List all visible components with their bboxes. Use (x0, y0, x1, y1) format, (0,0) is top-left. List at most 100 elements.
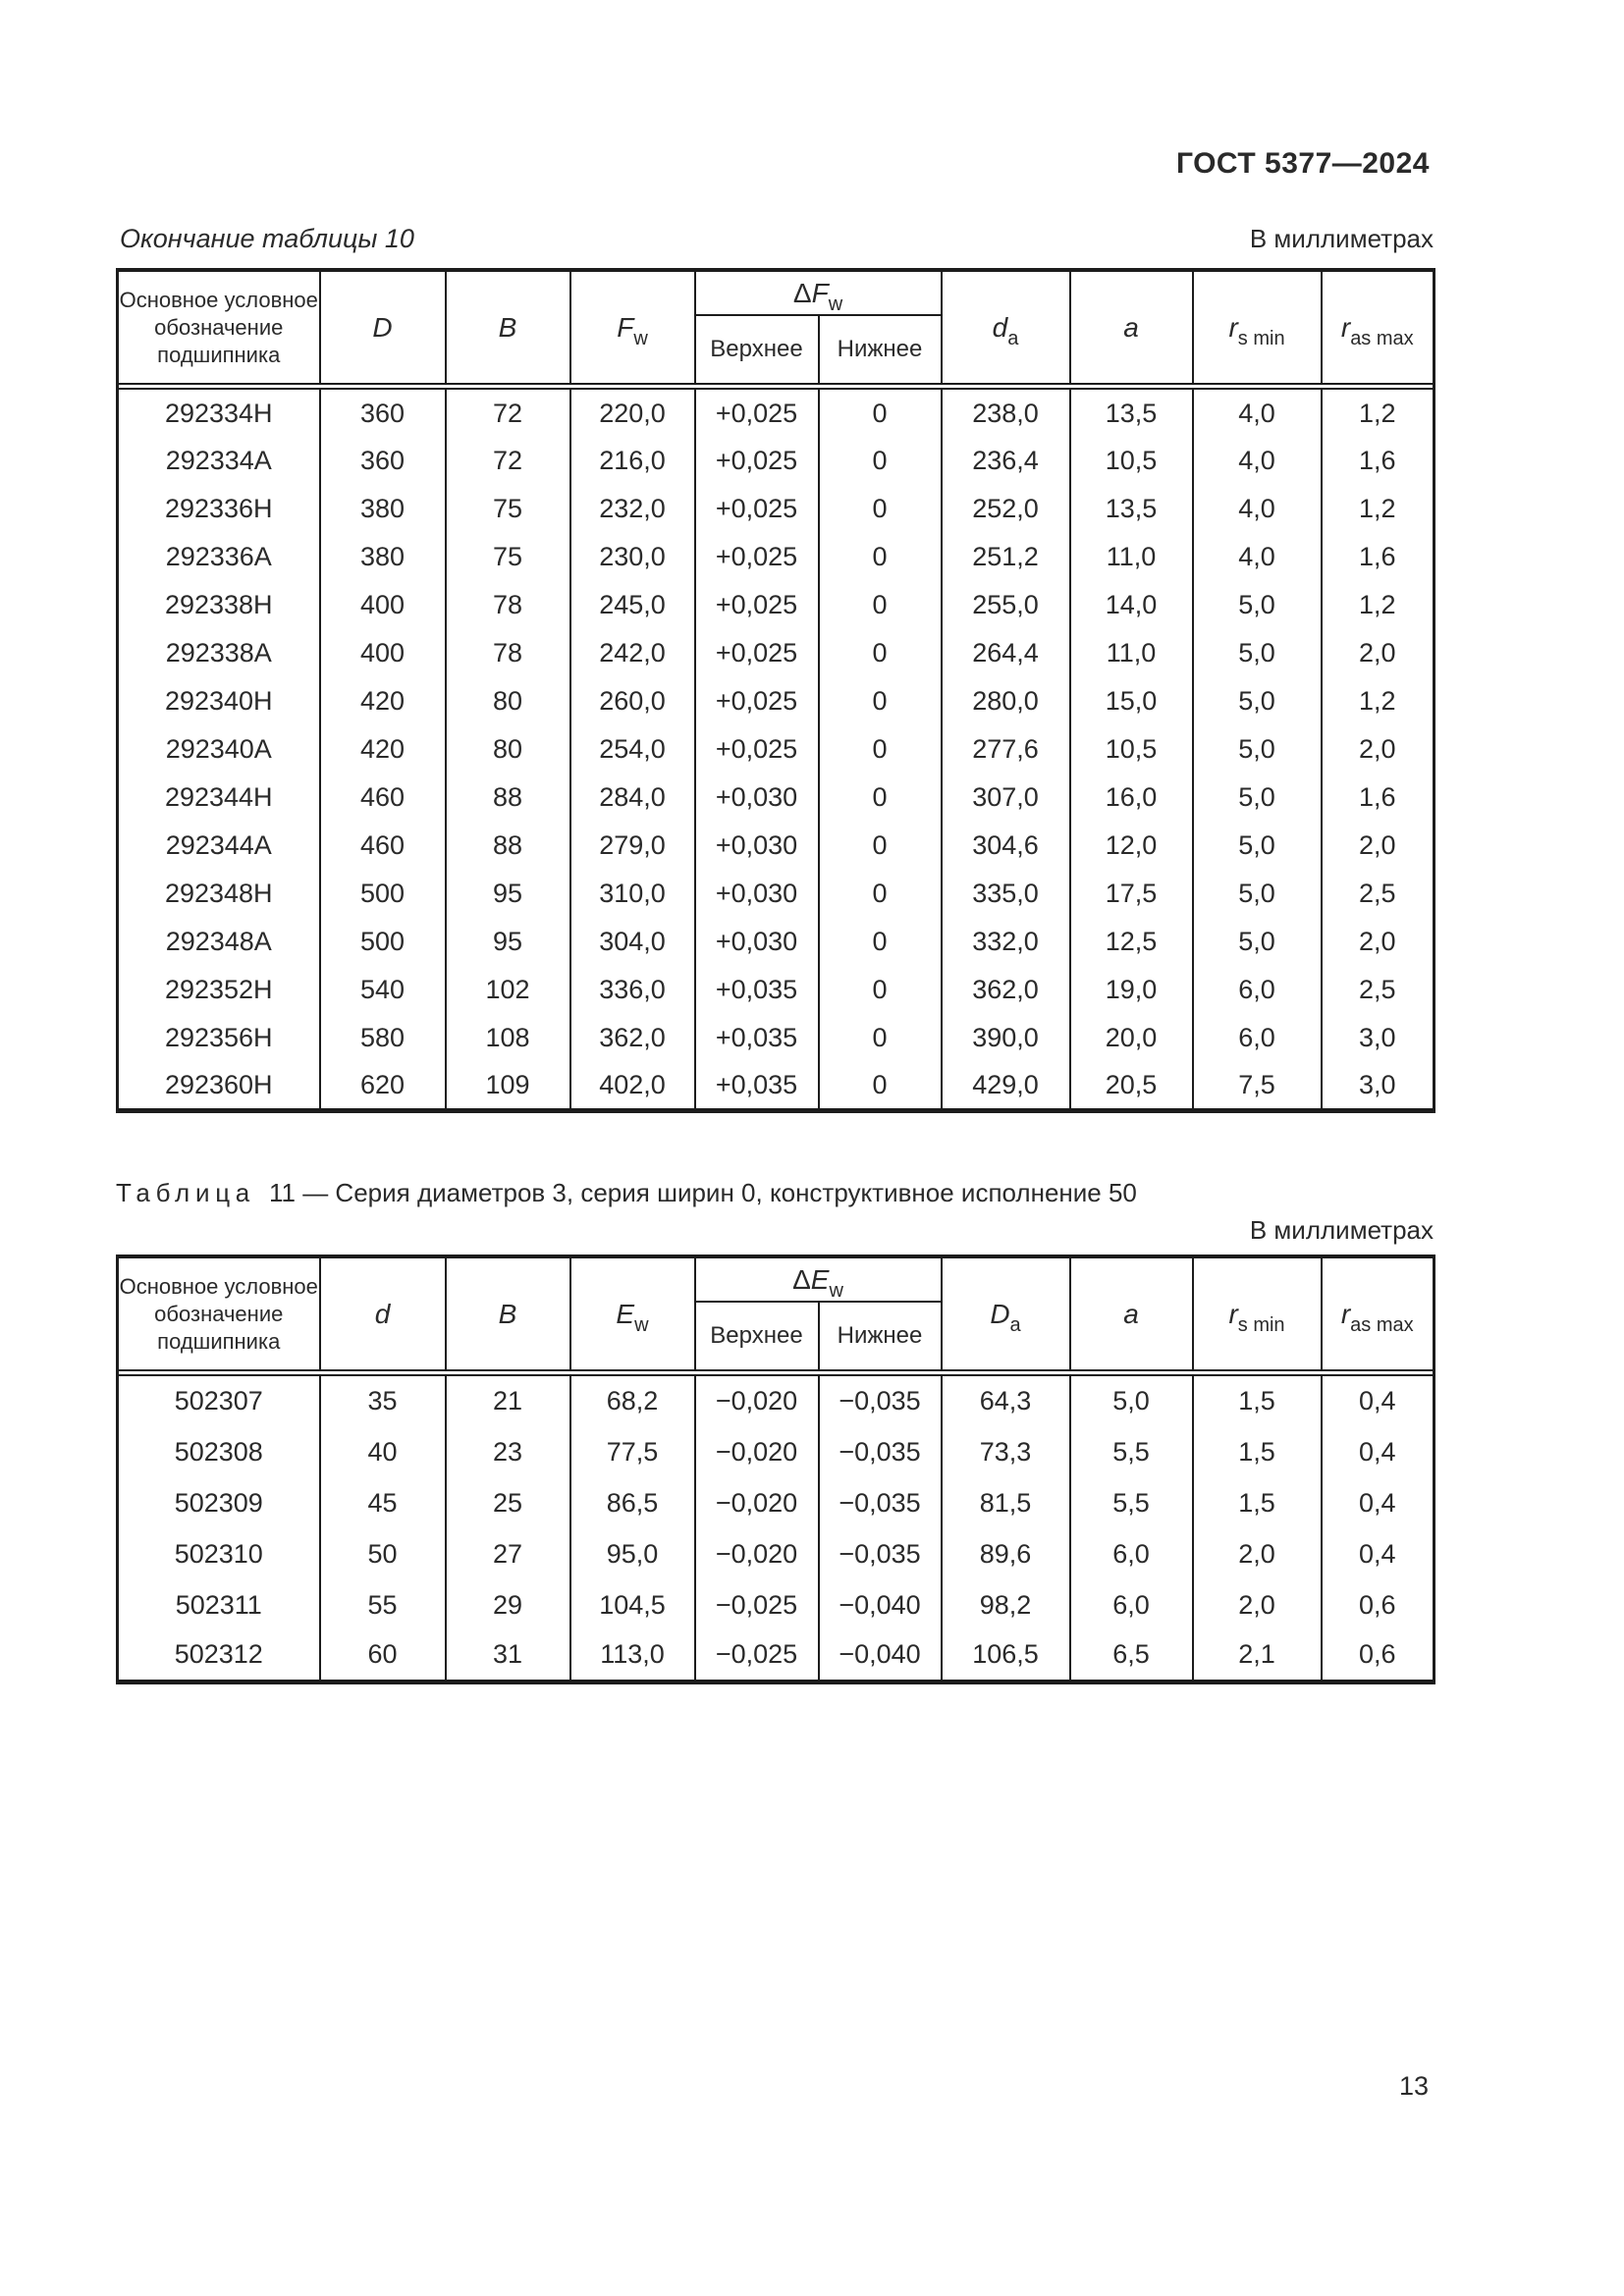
table-cell: 5,0 (1191, 725, 1323, 774)
column-header-designation: Основное условное обозначение подшипника (116, 270, 321, 385)
tolerance-lower-header: Нижнее (817, 315, 943, 385)
column-header-delta-Ew: ΔEw (693, 1256, 943, 1303)
table-row: 292334А 360 72 216,0 +0,025 0 236,4 10,5 4,0 1,6 (116, 437, 1435, 485)
table-row: 292360Н 620 109 402,0 +0,035 0 429,0 20,5 7,5 3,0 (116, 1062, 1435, 1110)
column-header-da: da (940, 270, 1071, 385)
table-cell: 362,0 (568, 1014, 696, 1062)
table-cell: −0,020 (693, 1375, 820, 1426)
table-cell: −0,035 (817, 1375, 943, 1426)
table-cell: +0,030 (693, 822, 820, 870)
table-cell: 502310 (116, 1528, 321, 1579)
table-cell: 88 (444, 822, 571, 870)
symbol-Ew: E (616, 1298, 635, 1329)
table-cell: 500 (318, 918, 447, 966)
page-number: 13 (1398, 2071, 1429, 2101)
table-cell: 0 (817, 437, 943, 485)
table-cell: 245,0 (568, 581, 696, 629)
table-cell: 20,5 (1068, 1062, 1194, 1110)
table-cell: 25 (444, 1477, 571, 1528)
column-header-designation: Основное условное обозначение подшипника (116, 1256, 321, 1371)
table-cell: 502312 (116, 1630, 321, 1682)
table-cell: 429,0 (940, 1062, 1071, 1110)
column-header-rs-min: rs min (1191, 270, 1323, 385)
table-cell: 6,0 (1191, 1014, 1323, 1062)
table-cell: −0,035 (817, 1477, 943, 1528)
table-11-label: Таблица (116, 1178, 255, 1207)
table-cell: 0,6 (1320, 1579, 1435, 1630)
symbol-rs-min: r (1228, 1298, 1238, 1329)
table10-caption-row: Окончание таблицы 10 В миллиметрах (120, 224, 1434, 254)
table-cell: 75 (444, 485, 571, 533)
table-cell: 78 (444, 581, 571, 629)
table-cell: 80 (444, 725, 571, 774)
table-cell: 335,0 (940, 870, 1071, 918)
table-cell: 5,0 (1068, 1375, 1194, 1426)
bearing-table-10: Основное условное обозначение подшипника… (116, 268, 1436, 1113)
table-cell: 5,5 (1068, 1426, 1194, 1477)
table-cell: 95 (444, 870, 571, 918)
table-cell: 307,0 (940, 774, 1071, 822)
table-cell: 75 (444, 533, 571, 581)
table-cell: 5,0 (1191, 870, 1323, 918)
table-cell: 77,5 (568, 1426, 696, 1477)
table-cell: 11,0 (1068, 533, 1194, 581)
table-cell: 3,0 (1320, 1062, 1435, 1110)
symbol-B: B (498, 1298, 517, 1329)
table-cell: 238,0 (940, 389, 1071, 437)
table-cell: 72 (444, 389, 571, 437)
table-cell: 19,0 (1068, 966, 1194, 1014)
table-cell: 0,6 (1320, 1630, 1435, 1682)
table-cell: 11,0 (1068, 629, 1194, 677)
table10-caption: Окончание таблицы 10 (120, 224, 414, 253)
table-cell: 420 (318, 677, 447, 725)
table-cell: 102 (444, 966, 571, 1014)
table-cell: 360 (318, 437, 447, 485)
table-cell: +0,025 (693, 725, 820, 774)
table-cell: 242,0 (568, 629, 696, 677)
table-cell: 292344Н (116, 774, 321, 822)
column-header-a: a (1068, 270, 1194, 385)
column-header-a: a (1068, 1256, 1194, 1371)
table-cell: 10,5 (1068, 437, 1194, 485)
table-cell: 6,5 (1068, 1630, 1194, 1682)
symbol-D: D (372, 311, 393, 343)
table-cell: 5,0 (1191, 629, 1323, 677)
table-cell: 106,5 (940, 1630, 1071, 1682)
table-cell: 254,0 (568, 725, 696, 774)
table-cell: 3,0 (1320, 1014, 1435, 1062)
table-cell: 1,6 (1320, 437, 1435, 485)
table-cell: 1,5 (1191, 1375, 1323, 1426)
column-header-ras-max: ras max (1320, 270, 1435, 385)
table-cell: 420 (318, 725, 447, 774)
table-cell: 280,0 (940, 677, 1071, 725)
table-cell: 400 (318, 581, 447, 629)
table-cell: 10,5 (1068, 725, 1194, 774)
table-cell: 0,4 (1320, 1477, 1435, 1528)
table-cell: +0,025 (693, 677, 820, 725)
table-row: 292356Н 580 108 362,0 +0,035 0 390,0 20,0 6,0 3,0 (116, 1014, 1435, 1062)
table-cell: 0 (817, 581, 943, 629)
column-header-d: d (318, 1256, 447, 1371)
table-cell: 0 (817, 870, 943, 918)
table-cell: 402,0 (568, 1062, 696, 1110)
table-cell: 15,0 (1068, 677, 1194, 725)
table-cell: 460 (318, 822, 447, 870)
table-row: 502308 40 23 77,5 −0,020 −0,035 73,3 5,5 1,5 0,4 (116, 1426, 1435, 1477)
table-cell: 0 (817, 533, 943, 581)
table-cell: 0,4 (1320, 1528, 1435, 1579)
table-cell: 230,0 (568, 533, 696, 581)
table-cell: 35 (318, 1375, 447, 1426)
table-cell: 4,0 (1191, 485, 1323, 533)
table-cell: 304,6 (940, 822, 1071, 870)
table-cell: 13,5 (1068, 485, 1194, 533)
table-cell: 27 (444, 1528, 571, 1579)
column-header-B: B (444, 270, 571, 385)
table-cell: −0,035 (817, 1528, 943, 1579)
table-cell: 460 (318, 774, 447, 822)
table-cell: −0,020 (693, 1477, 820, 1528)
units-label-table10: В миллиметрах (1249, 224, 1434, 253)
table-cell: 5,0 (1191, 918, 1323, 966)
table-cell: 6,0 (1068, 1579, 1194, 1630)
table-row: 502310 50 27 95,0 −0,020 −0,035 89,6 6,0 2,0 0,4 (116, 1528, 1435, 1579)
table-cell: 4,0 (1191, 389, 1323, 437)
